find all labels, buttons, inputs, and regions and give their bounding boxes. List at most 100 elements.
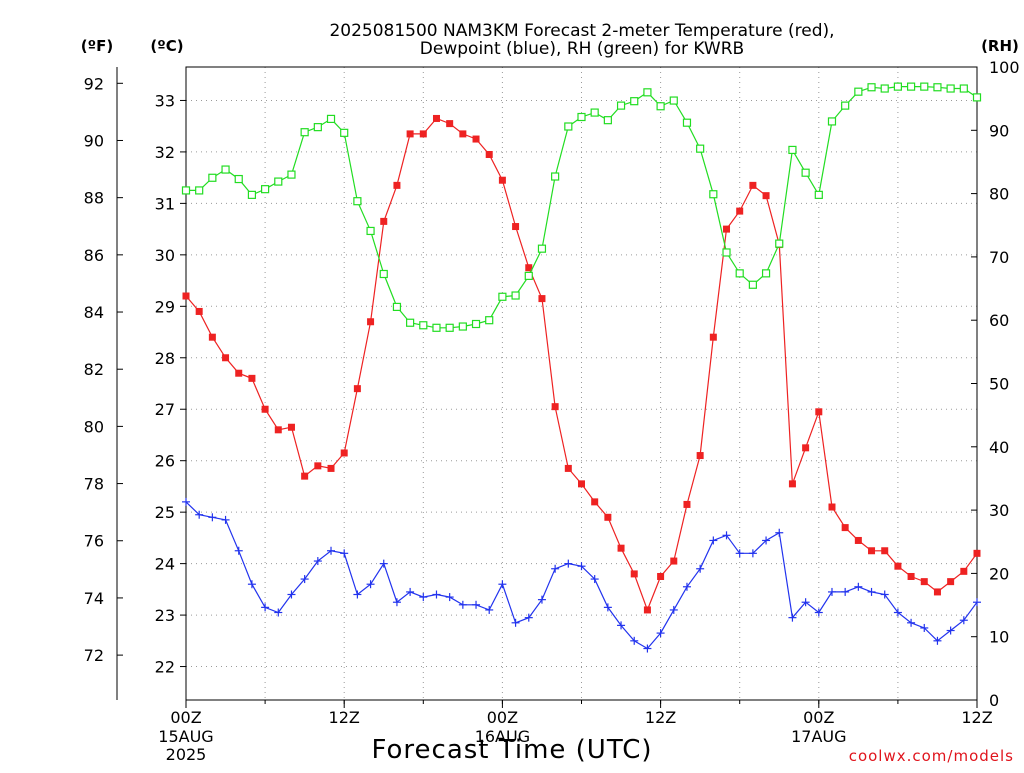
dewpoint-point xyxy=(234,546,243,555)
temperature-point xyxy=(538,295,546,303)
dewpoint-point xyxy=(775,528,784,537)
dewpoint-point xyxy=(643,644,652,653)
dewpoint-point xyxy=(933,636,942,645)
dewpoint-point xyxy=(313,557,322,566)
dewpoint-point xyxy=(814,608,823,617)
temperature-point xyxy=(353,385,361,393)
dewpoint-point xyxy=(854,582,863,591)
rh-point xyxy=(748,280,757,289)
dewpoint-point xyxy=(722,531,731,540)
rh-point xyxy=(564,122,573,131)
dewpoint-point xyxy=(379,559,388,568)
dewpoint-point xyxy=(946,626,955,635)
temperature-point xyxy=(604,513,612,521)
temperature-point xyxy=(683,500,691,508)
rh-point xyxy=(761,269,771,278)
rh-tick-label: 20 xyxy=(989,564,1009,583)
temperature-point xyxy=(736,207,744,215)
chart-title-line2: Dewpoint (blue), RH (green) for KWRB xyxy=(420,39,744,59)
dewpoint-point xyxy=(340,549,349,558)
x-tick-label: 00Z xyxy=(170,708,201,727)
rh-point xyxy=(287,170,296,179)
rh-point xyxy=(379,269,388,279)
dewpoint-point xyxy=(327,546,336,555)
rh-point xyxy=(590,108,599,117)
dewpoint-point xyxy=(406,587,415,596)
rh-tick-label: 60 xyxy=(989,311,1009,330)
dewpoint-point xyxy=(696,564,705,573)
temperature-point xyxy=(578,480,585,488)
x-tick-label: 12Z xyxy=(645,708,676,727)
x-axis-label: Forecast Time (UTC) xyxy=(371,735,652,765)
dewpoint-point xyxy=(208,513,217,522)
dewpoint-point xyxy=(432,590,441,599)
temperature-point xyxy=(472,135,480,143)
temperature-point xyxy=(301,472,309,480)
temperature-point xyxy=(841,524,849,532)
fahrenheit-tick-label: 92 xyxy=(84,74,104,93)
rh-tick-label: 0 xyxy=(989,691,999,710)
temperature-point xyxy=(393,181,401,189)
rh-point xyxy=(274,177,283,186)
rh-point xyxy=(406,318,415,327)
rh-point xyxy=(221,165,230,174)
dewpoint-point xyxy=(880,590,889,599)
rh-point xyxy=(893,82,903,91)
dewpoint-point xyxy=(603,603,612,612)
dewpoint-point xyxy=(419,593,428,602)
rh-point xyxy=(867,83,876,92)
celsius-tick-label: 24 xyxy=(155,555,175,574)
x-tick-label: 00Z xyxy=(487,708,518,727)
temperature-point xyxy=(709,333,717,341)
rh-tick-label: 90 xyxy=(989,121,1009,140)
rh-point xyxy=(498,292,507,301)
rh-point xyxy=(946,84,955,93)
temperature-point xyxy=(696,452,704,460)
temperature-point xyxy=(657,572,665,580)
dewpoint-point xyxy=(353,590,362,599)
dewpoint-point xyxy=(841,587,850,596)
dewpoint-point xyxy=(669,605,678,614)
temperature-point xyxy=(894,562,902,570)
temperature-point xyxy=(828,503,836,511)
temperature-point xyxy=(446,120,454,128)
temperature-point xyxy=(920,578,928,586)
dewpoint-point xyxy=(300,575,309,584)
temperature-point xyxy=(868,547,876,555)
rh-point xyxy=(959,84,968,93)
rh-point xyxy=(300,128,309,137)
celsius-tick-label: 28 xyxy=(155,349,175,368)
rh-point xyxy=(801,168,810,177)
axis-ticks: 22 23 24 25 26 27 28 29 30 31 32 33 72 74 76 78 80 82 84 86… xyxy=(84,58,1020,764)
rh-point xyxy=(471,319,481,329)
dewpoint-point xyxy=(893,608,902,617)
temperature-point xyxy=(419,130,427,138)
dewpoint-point xyxy=(498,580,507,589)
x-tick-label: 12Z xyxy=(961,708,992,727)
dewpoint-point xyxy=(221,515,230,524)
dewpoint-point xyxy=(472,600,481,609)
temperature-point xyxy=(235,369,243,377)
rh-tick-label: 100 xyxy=(989,58,1020,77)
rh-point xyxy=(419,321,428,330)
rh-tick-label: 30 xyxy=(989,501,1009,520)
rh-point xyxy=(485,316,494,325)
rh-point xyxy=(827,117,837,126)
celsius-tick-label: 29 xyxy=(155,297,175,316)
dewpoint-point xyxy=(261,603,270,612)
rh-point xyxy=(445,323,454,332)
rh-point xyxy=(933,83,942,92)
dewpoint-point xyxy=(709,536,718,545)
rh-point xyxy=(511,291,520,300)
temperature-point xyxy=(195,307,203,315)
temperature-point xyxy=(287,423,295,431)
x-tick-date-label: 16AUG xyxy=(475,727,530,746)
temperature-point xyxy=(670,557,678,565)
x-tick-label: 00Z xyxy=(803,708,834,727)
chart-title-line1: 2025081500 NAM3KM Forecast 2-meter Tempe… xyxy=(329,21,834,41)
dewpoint-point xyxy=(537,595,546,604)
celsius-tick-label: 33 xyxy=(155,91,175,110)
dewpoint-point xyxy=(762,536,771,545)
rh-point xyxy=(603,116,612,125)
